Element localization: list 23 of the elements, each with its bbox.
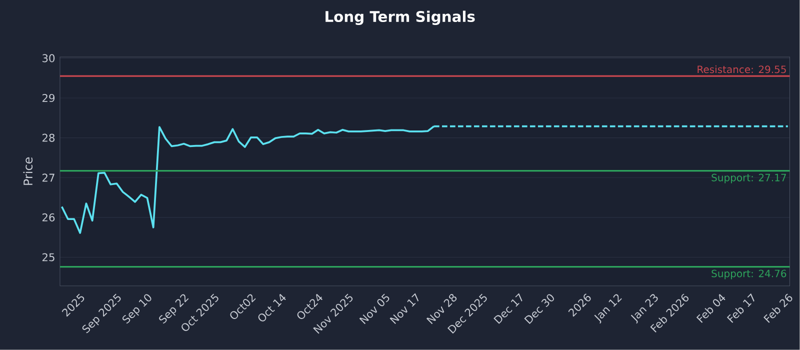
y-tick-label: 25 <box>42 253 54 262</box>
x-tick-label: Nov 05 <box>359 294 390 324</box>
y-tick-label: 29 <box>42 94 55 102</box>
y-tick-label: 30 <box>42 54 55 62</box>
x-tick-label: Jan 12 <box>594 294 622 324</box>
x-tick-label: Sep 10 <box>122 294 152 324</box>
x-tick-label: Dec 30 <box>524 294 554 324</box>
x-tick-label: Nov 17 <box>390 293 419 324</box>
x-tick-label: Feb 17 <box>726 293 754 323</box>
x-tick-label: Dec 17 <box>494 293 522 324</box>
ref-line-label: Support: 24.76 <box>712 270 786 280</box>
x-tick-label: Oct 14 <box>258 294 286 322</box>
ref-line-label: Support: 27.17 <box>712 174 786 184</box>
y-axis-title: Price <box>23 157 33 185</box>
x-tick-label: Feb 26 <box>764 294 792 323</box>
x-tick-label: Jan 23 <box>630 294 658 324</box>
x-tick-label: Nov 28 <box>426 294 457 324</box>
y-tick-label: 27 <box>42 174 54 182</box>
y-tick-label: 26 <box>42 213 55 222</box>
ref-line-label: Resistance: 29.55 <box>698 65 786 74</box>
y-tick-label: 28 <box>42 134 55 142</box>
x-tick-label: Feb 04 <box>696 294 726 323</box>
chart-title: Long Term Signals <box>326 10 475 26</box>
